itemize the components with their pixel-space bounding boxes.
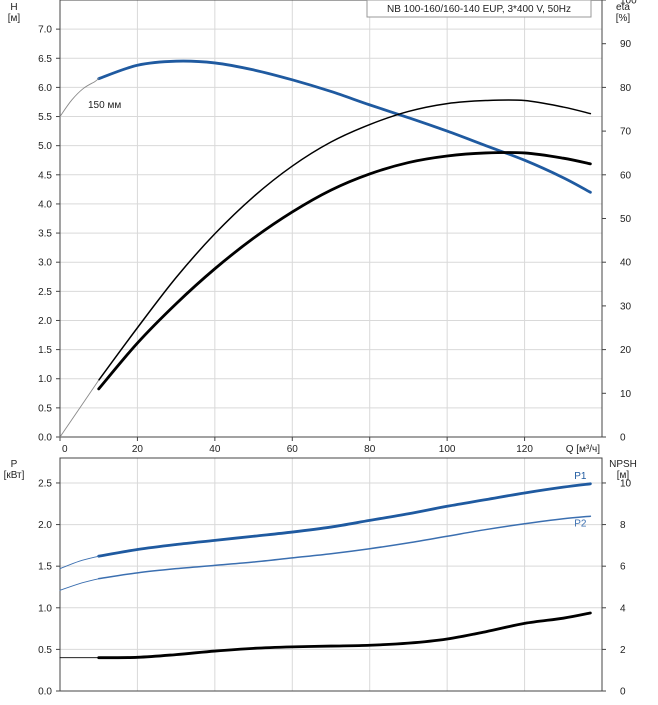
x-tick-label: 100	[439, 444, 456, 455]
chart-title: NB 100-160/160-140 EUP, 3*400 V, 50Hz	[387, 4, 571, 15]
y-right-tick-label: 2	[620, 645, 626, 656]
y-left-axis-unit: [м]	[8, 13, 21, 24]
y-right-tick-label: 0	[620, 433, 626, 444]
y-right-tick-label: 60	[620, 170, 632, 181]
y-left-tick-label: 1.5	[38, 345, 52, 356]
y-left-axis-unit: [кВт]	[4, 470, 25, 481]
y-left-tick-label: 3.0	[38, 258, 52, 269]
x-axis-label: Q [м³/ч]	[566, 444, 601, 455]
y-right-tick-label: 0	[620, 687, 626, 698]
y-right-axis-name: eta	[616, 2, 630, 13]
y-left-tick-label: 5.5	[38, 112, 52, 123]
y-right-axis-unit: [%]	[616, 13, 631, 24]
y-right-axis-name: NPSH	[609, 459, 637, 470]
y-right-tick-label: 30	[620, 301, 632, 312]
x-tick-label: 120	[516, 444, 533, 455]
y-left-tick-label: 6.5	[38, 54, 52, 65]
y-left-tick-label: 1.0	[38, 374, 52, 385]
y-left-tick-label: 0.0	[38, 433, 52, 444]
y-right-tick-label: 40	[620, 258, 632, 269]
x-tick-label: 0	[62, 444, 68, 455]
y-right-tick-label: 50	[620, 214, 632, 225]
y-left-tick-label: 2.0	[38, 520, 52, 531]
curve-annotation: 150 мм	[88, 100, 121, 111]
y-right-axis-unit: [м]	[617, 470, 630, 481]
y-right-tick-label: 6	[620, 562, 626, 573]
y-left-axis-name: P	[11, 459, 18, 470]
y-left-axis-name: H	[10, 2, 17, 13]
x-tick-label: 40	[209, 444, 221, 455]
y-left-tick-label: 5.0	[38, 141, 52, 152]
y-left-tick-label: 2.5	[38, 478, 52, 489]
y-left-tick-label: 3.5	[38, 229, 52, 240]
y-left-tick-label: 4.5	[38, 170, 52, 181]
series-label-p2: P2	[574, 518, 587, 529]
y-left-tick-label: 0.5	[38, 645, 52, 656]
y-left-tick-label: 0.0	[38, 687, 52, 698]
y-left-tick-label: 6.0	[38, 83, 52, 94]
y-right-tick-label: 10	[620, 389, 632, 400]
y-left-tick-label: 2.5	[38, 287, 52, 298]
y-left-tick-label: 1.5	[38, 562, 52, 573]
y-left-tick-label: 0.5	[38, 403, 52, 414]
y-right-tick-label: 20	[620, 345, 632, 356]
x-tick-label: 20	[132, 444, 144, 455]
y-right-tick-label: 90	[620, 39, 632, 50]
y-left-tick-label: 7.0	[38, 25, 52, 36]
series-label-p1: P1	[574, 471, 587, 482]
x-tick-label: 60	[287, 444, 299, 455]
y-right-tick-label: 8	[620, 520, 626, 531]
x-tick-label: 80	[364, 444, 376, 455]
y-right-tick-label: 80	[620, 83, 632, 94]
y-right-tick-label: 4	[620, 603, 626, 614]
y-right-tick-label: 70	[620, 127, 632, 138]
y-left-tick-label: 4.0	[38, 199, 52, 210]
y-left-tick-label: 1.0	[38, 603, 52, 614]
title-box: NB 100-160/160-140 EUP, 3*400 V, 50Hz	[367, 0, 591, 17]
y-left-tick-label: 2.0	[38, 316, 52, 327]
